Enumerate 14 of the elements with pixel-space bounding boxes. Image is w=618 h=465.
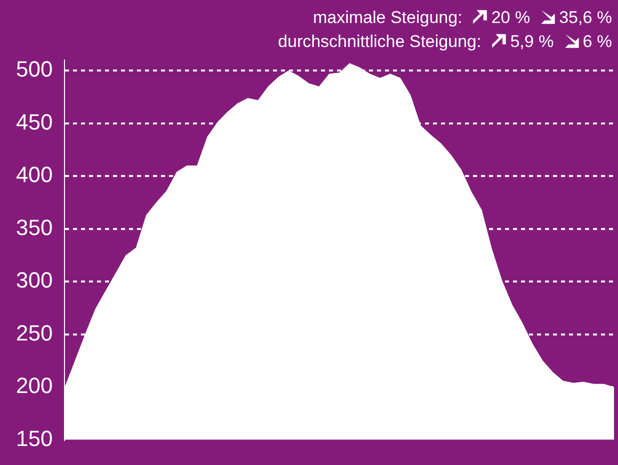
text: durchschnittliche Steigung: <box>278 32 482 51</box>
text: 6 % <box>582 32 612 51</box>
y-tick-label: 350 <box>16 214 53 240</box>
y-tick-label: 200 <box>16 373 53 398</box>
y-tick-label: 300 <box>16 268 53 293</box>
y-tick-label: 450 <box>16 109 53 134</box>
text: 35,6 % <box>559 8 612 27</box>
y-tick-label: 500 <box>16 56 53 82</box>
y-tick-label: 250 <box>16 320 53 346</box>
y-tick-label: 150 <box>16 426 53 451</box>
text: 5,9 % <box>510 32 554 51</box>
text: maximale Steigung: <box>313 8 462 27</box>
text: 20 % <box>491 8 530 27</box>
y-tick-label: 400 <box>16 162 53 188</box>
